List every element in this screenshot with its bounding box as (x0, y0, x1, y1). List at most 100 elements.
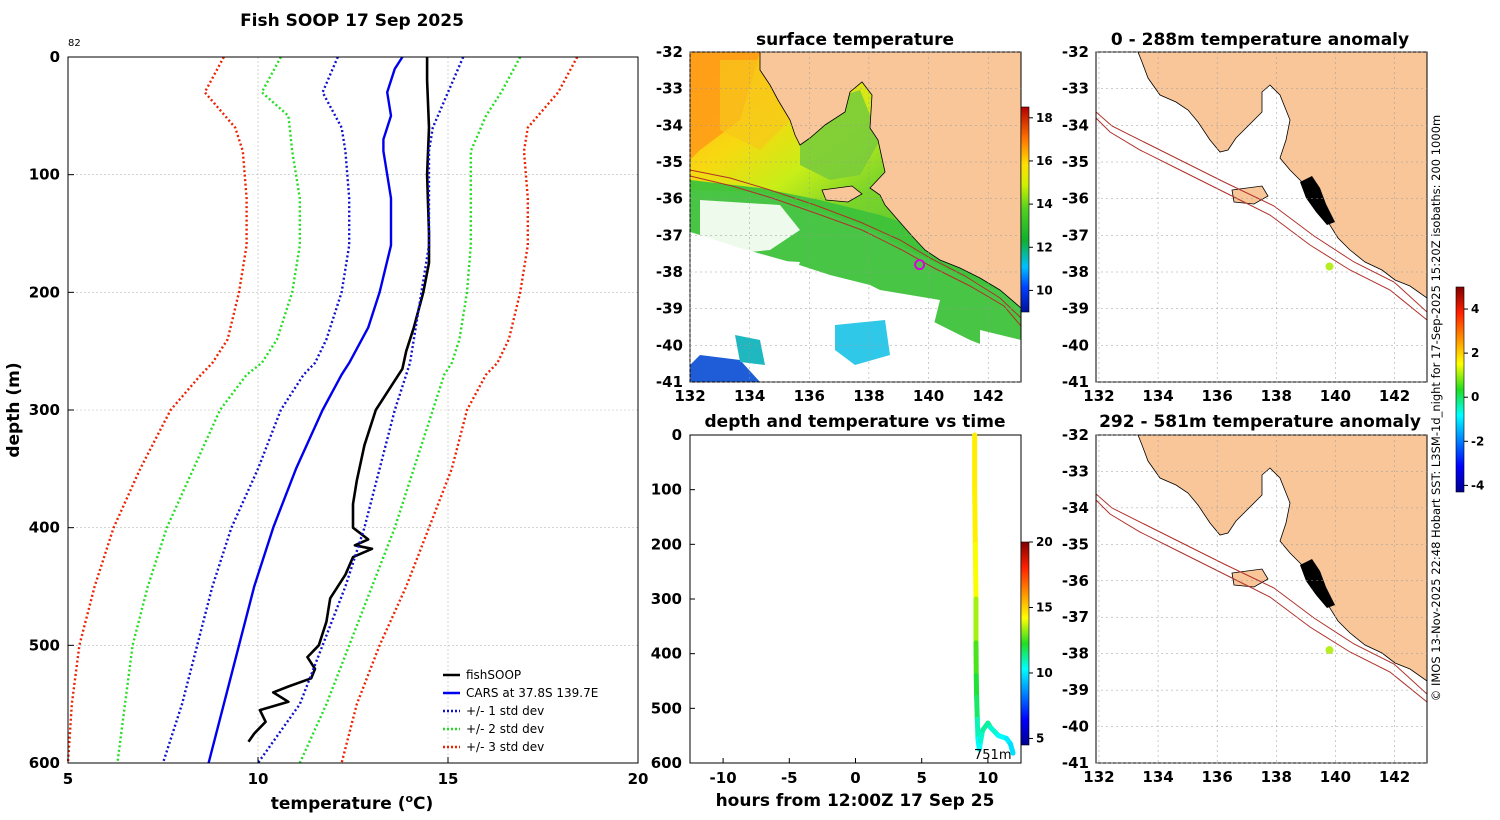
map-ytick-label: -38 (656, 263, 683, 281)
legend-label: CARS at 37.8S 139.7E (466, 686, 598, 700)
map-ytick-label: -32 (1062, 426, 1089, 444)
map-xtick-label: 136 (794, 387, 825, 405)
depth-time-colorbar-label: 15 (1036, 600, 1053, 614)
depth-time-colorbar-label: 10 (1036, 666, 1053, 680)
anomaly-deep-title: 292 - 581m temperature anomaly (1099, 412, 1421, 432)
profile-xtick-label: 10 (248, 770, 269, 788)
anomaly-deep-isobath-200 (1096, 499, 1427, 703)
sst-isobath-200 (690, 169, 1021, 319)
profile-ytick-label: 500 (29, 636, 60, 654)
depth-time-xtick-label: 0 (850, 769, 860, 787)
profile-xtick-label: 15 (438, 770, 459, 788)
map-ytick-label: -36 (656, 190, 683, 208)
page-title: Fish SOOP 17 Sep 2025 (240, 11, 464, 31)
profile-xtick-label: 5 (63, 770, 73, 788)
sst-isobath-1000 (690, 175, 1021, 327)
anomaly-colorbar-label: -2 (1471, 434, 1484, 448)
depth-time-xtick-label: -5 (781, 769, 798, 787)
anomaly-map-land (1137, 435, 1427, 682)
map-ytick-label: -39 (1062, 300, 1089, 318)
depth-time-ytick-label: 600 (651, 754, 682, 772)
depth-time-ytick-label: 400 (651, 645, 682, 663)
anomaly-shallow-marker (1325, 262, 1334, 271)
map-ytick-label: -36 (1062, 572, 1089, 590)
profile-ytick-label: 400 (29, 519, 60, 537)
map-ytick-label: -34 (656, 116, 683, 134)
profile-ytick-label: 100 (29, 166, 60, 184)
sst-colorbar-label: 18 (1036, 111, 1053, 125)
map-ytick-label: -34 (1062, 499, 1089, 517)
depth-time-track-segment (972, 487, 978, 547)
depth-time-ytick-label: 300 (651, 590, 682, 608)
map-ytick-label: -32 (656, 43, 683, 61)
sst-colorbar-label: 16 (1036, 154, 1053, 168)
map-xtick-label: 138 (1261, 768, 1292, 786)
sst-kangaroo-island (821, 185, 863, 203)
profile-series-3-low (116, 56, 301, 764)
profile-series-2-high (257, 56, 465, 764)
depth-time-track-segment (1007, 741, 1016, 756)
depth-time-colorbar-label: 5 (1036, 731, 1044, 745)
map-ytick-label: -35 (656, 153, 683, 171)
map-ytick-label: -37 (1062, 226, 1089, 244)
anomaly-deep-isobath-1000 (1096, 493, 1427, 695)
map-ytick-label: -41 (656, 373, 683, 391)
anomaly-map-coast-highlight (1300, 559, 1335, 608)
profile-series-2-low (161, 56, 351, 764)
map-ytick-label: -34 (1062, 116, 1089, 134)
map-xtick-label: 134 (734, 387, 765, 405)
sst-position-marker (914, 259, 926, 271)
sst-colorbar-label: 14 (1036, 197, 1053, 211)
map-ytick-label: -38 (1062, 263, 1089, 281)
map-xtick-label: 132 (1083, 387, 1114, 405)
map-ytick-label: -36 (1062, 190, 1089, 208)
anomaly-deep-panel: 292 - 581m temperature anomaly 132 134 136… (1062, 286, 1484, 786)
map-ytick-label: -40 (656, 336, 683, 354)
map-ytick-label: -41 (1062, 373, 1089, 391)
map-ytick-label: -39 (1062, 681, 1089, 699)
corner-note: 82 (68, 38, 81, 49)
anomaly-shallow-isobath-200 (1096, 117, 1427, 321)
map-xtick-label: 136 (1202, 387, 1233, 405)
map-xtick-label: 142 (1379, 768, 1410, 786)
map-xtick-label: 132 (1083, 768, 1114, 786)
map-xtick-label: 140 (1320, 387, 1351, 405)
depth-time-xlabel: hours from 12:00Z 17 Sep 25 (716, 791, 995, 811)
anomaly-map-land (1137, 52, 1427, 299)
sst-colorbar (1020, 106, 1030, 313)
depth-time-track-segment (974, 716, 981, 742)
map-ytick-label: -37 (656, 226, 683, 244)
map-xtick-label: 138 (1261, 387, 1292, 405)
anomaly-deep-marker (1325, 646, 1334, 655)
profile-ytick-label: 200 (29, 283, 60, 301)
depth-time-xtick-label: 10 (977, 769, 998, 787)
profile-xtick-label: 20 (628, 770, 649, 788)
map-ytick-label: -37 (1062, 608, 1089, 626)
anomaly-shallow-title: 0 - 288m temperature anomaly (1111, 30, 1409, 50)
legend-label: +/- 3 std dev (466, 740, 544, 754)
map-xtick-label: 136 (1202, 768, 1233, 786)
depth-time-xtick-label: -10 (710, 769, 737, 787)
map-ytick-label: -40 (1062, 336, 1089, 354)
anomaly-shallow-panel: 0 - 288m temperature anomaly 132 134 136 13… (1062, 30, 1428, 405)
depth-time-ytick-label: 0 (672, 426, 682, 444)
depth-time-ytick-label: 500 (651, 699, 682, 717)
anomaly-colorbar-label: -4 (1471, 478, 1484, 492)
profile-panel: Fish SOOP 17 Sep 2025 5 10 15 2001002003004… (4, 11, 648, 814)
depth-time-xtick-label: 5 (916, 769, 926, 787)
profile-ytick-label: 600 (29, 754, 60, 772)
footer-credit: © IMOS 13-Nov-2025 22:48 Hobart SST: L3S… (1429, 115, 1443, 701)
anomaly-map-coast-highlight (1300, 176, 1335, 225)
map-xtick-label: 134 (1142, 387, 1173, 405)
anomaly-colorbar-label: 0 (1471, 390, 1479, 404)
depth-time-track-segment (974, 694, 980, 722)
anomaly-shallow-isobath-1000 (1096, 111, 1427, 313)
sst-title: surface temperature (756, 30, 954, 50)
profile-ytick-label: 300 (29, 401, 60, 419)
anomaly-colorbar-label: 2 (1471, 346, 1479, 360)
profile-series-0 (247, 57, 431, 743)
map-ytick-label: -33 (1062, 80, 1089, 98)
map-xtick-label: 142 (1379, 387, 1410, 405)
profile-xlabel: temperature (oC) (271, 792, 434, 814)
